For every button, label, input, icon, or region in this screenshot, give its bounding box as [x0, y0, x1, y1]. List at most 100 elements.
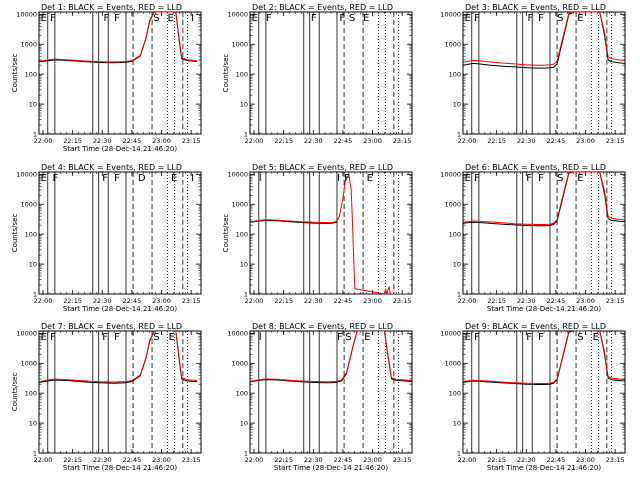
- x-tick-label: 22:30: [93, 456, 112, 464]
- panel-det-6: Det 6: BLACK = Events, RED = LLD 1 10 100 10…: [440, 163, 626, 313]
- flag-letter: I: [259, 332, 262, 343]
- panel-plot-area: [39, 331, 198, 453]
- flag-letter: F: [114, 173, 120, 184]
- y-tick-label: 10000: [227, 330, 248, 338]
- x-axis-label: Start Time (28-Dec-14 21:46:20): [487, 464, 601, 472]
- flag-letter: I: [337, 173, 340, 184]
- y-tick-label: 100: [449, 230, 461, 238]
- y-axis-label: Counts/sec: [222, 54, 230, 93]
- panel-det-2: Det 2: BLACK = Events, RED = LLD 1 10 100 10…: [222, 3, 413, 145]
- x-tick-label: 22:45: [547, 297, 566, 305]
- panel-title: Det 4: BLACK = Events, RED = LLD: [41, 163, 182, 172]
- flag-letter: I: [259, 173, 262, 184]
- y-tick-label: 1: [457, 449, 461, 457]
- y-tick-label: 10000: [16, 171, 37, 179]
- flag-letter: F: [53, 173, 59, 184]
- x-tick-label: 22:45: [547, 137, 566, 145]
- flag-letter: E: [363, 13, 369, 24]
- x-tick-label: 22:15: [274, 137, 293, 145]
- y-axis-label: Counts/sec: [11, 54, 19, 93]
- y-tick-label: 100: [25, 389, 37, 397]
- series-events-line: [463, 331, 625, 385]
- panel-det-4: Det 4: BLACK = Events, RED = LLD 1 10 100 10…: [11, 163, 202, 313]
- flag-letter: E: [171, 173, 177, 184]
- flag-letter: F: [337, 332, 343, 343]
- flag-letter: F: [50, 332, 56, 343]
- flag-letter: F: [266, 13, 272, 24]
- x-tick-label: 22:45: [334, 137, 353, 145]
- flag-letter: F: [538, 173, 544, 184]
- x-tick-label: 23:00: [152, 137, 171, 145]
- panel-title: Det 6: BLACK = Events, RED = LLD: [465, 163, 606, 172]
- panel-det-1: Det 1: BLACK = Events, RED = LLD 1 10 100 10…: [11, 3, 202, 153]
- panel-title: Det 1: BLACK = Events, RED = LLD: [41, 3, 182, 12]
- x-tick-label: 22:30: [304, 297, 323, 305]
- y-tick-label: 10000: [227, 11, 248, 19]
- x-tick-label: 22:15: [63, 137, 82, 145]
- x-tick-label: 22:00: [458, 456, 477, 464]
- panel-title: Det 7: BLACK = Events, RED = LLD: [41, 322, 182, 331]
- x-tick-label: 23:00: [576, 456, 595, 464]
- flag-letter: E: [41, 13, 47, 24]
- x-tick-label: 23:15: [393, 297, 412, 305]
- x-tick-label: 22:00: [245, 137, 264, 145]
- y-tick-label: 10000: [440, 11, 461, 19]
- panel-title: Det 3: BLACK = Events, RED = LLD: [465, 3, 606, 12]
- flag-letter: S: [349, 13, 355, 24]
- x-tick-label: 22:00: [458, 137, 477, 145]
- x-tick-label: 23:00: [363, 456, 382, 464]
- flag-letter: E: [577, 13, 583, 24]
- x-tick-label: 23:15: [606, 137, 625, 145]
- y-tick-label: 100: [236, 389, 248, 397]
- flag-letter: F: [344, 173, 350, 184]
- x-tick-label: 22:00: [245, 456, 264, 464]
- panel-plot-area: [250, 331, 412, 453]
- flag-letter: E: [577, 173, 583, 184]
- x-tick-label: 22:30: [517, 297, 536, 305]
- y-tick-label: 1: [244, 449, 248, 457]
- y-tick-label: 10: [240, 419, 248, 427]
- y-tick-label: 10000: [16, 11, 37, 19]
- x-tick-label: 22:45: [547, 456, 566, 464]
- y-tick-label: 10000: [440, 171, 461, 179]
- flag-letter: F: [103, 13, 109, 24]
- x-tick-label: 22:00: [245, 297, 264, 305]
- series-lld-line: [463, 12, 625, 66]
- y-tick-label: 1000: [444, 360, 461, 368]
- x-tick-label: 22:15: [487, 297, 506, 305]
- x-axis-label: Start Time (28-Dec-14 21:46:20): [274, 464, 388, 472]
- x-tick-label: 23:15: [606, 297, 625, 305]
- plot-frame: [462, 171, 626, 295]
- y-tick-label: 10: [453, 100, 461, 108]
- panel-title: Det 5: BLACK = Events, RED = LLD: [252, 163, 393, 172]
- flag-letter: S: [557, 173, 563, 184]
- flag-letter: S: [557, 13, 563, 24]
- x-tick-label: 22:45: [123, 297, 142, 305]
- flag-letter: E: [41, 173, 47, 184]
- flag-letter: F: [102, 173, 108, 184]
- flag-letter: F: [474, 173, 480, 184]
- x-tick-label: 23:15: [182, 456, 201, 464]
- y-tick-label: 100: [449, 70, 461, 78]
- x-tick-label: 23:15: [182, 297, 201, 305]
- x-tick-label: 23:15: [182, 137, 201, 145]
- flag-letter: F: [474, 332, 480, 343]
- y-tick-label: 10: [240, 100, 248, 108]
- plot-frame: [38, 11, 202, 135]
- y-tick-label: 1000: [20, 201, 37, 209]
- x-axis-label: Start Time (28-Dec-14 21:46:20): [487, 305, 601, 313]
- x-tick-label: 22:15: [487, 456, 506, 464]
- y-tick-label: 100: [236, 230, 248, 238]
- plot-frame: [38, 330, 202, 454]
- flag-letter: E: [465, 173, 471, 184]
- y-tick-label: 1000: [231, 41, 248, 49]
- y-tick-label: 10: [29, 419, 37, 427]
- panel-det-9: Det 9: BLACK = Events, RED = LLD 1 10 100 10…: [440, 322, 626, 472]
- y-tick-label: 1000: [20, 360, 37, 368]
- x-tick-label: 22:15: [274, 297, 293, 305]
- y-tick-label: 1: [33, 449, 37, 457]
- y-tick-label: 1000: [444, 41, 461, 49]
- series-lld-line: [463, 331, 625, 384]
- flag-letter: F: [538, 332, 544, 343]
